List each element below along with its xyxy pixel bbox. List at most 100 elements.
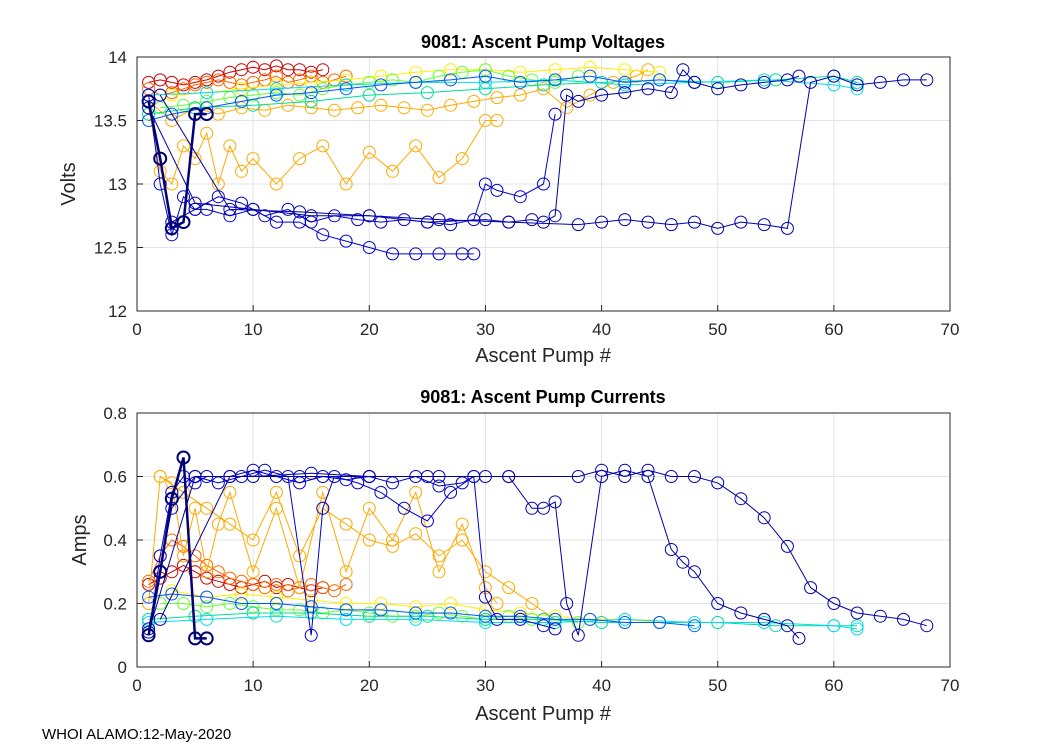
current-plot: 0 10 20 30 40 50 60 70 0 0.2 0.4 0.6 0.8 9081: Asce… [69, 387, 959, 725]
current-data-point [223, 517, 237, 531]
current-data-point [444, 606, 458, 620]
voltage-data-point [618, 86, 632, 100]
voltage-data-point [432, 171, 446, 185]
current-data-point [142, 574, 156, 588]
current-series-line [159, 469, 927, 627]
voltage-data-point [199, 107, 214, 122]
voltage-data-point [490, 91, 504, 105]
voltage-series-profile-9 [142, 69, 701, 127]
current-data-point [757, 612, 771, 626]
current-data-point [165, 584, 179, 598]
voltage-data-point [235, 196, 248, 210]
current-data-point [595, 463, 609, 477]
voltage-data-point [409, 65, 423, 79]
voltage-data-point [269, 59, 283, 73]
voltage-data-point [153, 88, 167, 102]
voltage-data-point [304, 75, 318, 89]
voltage-data-point [444, 98, 458, 112]
current-series-line [148, 475, 498, 604]
voltage-data-point [571, 94, 585, 108]
current-data-point [688, 616, 701, 629]
current-x-tick-label: 10 [244, 676, 263, 695]
voltage-data-point [502, 69, 516, 83]
voltage-data-point [258, 209, 272, 223]
voltage-y-tick-label: 12.5 [94, 239, 127, 258]
current-series-group [141, 450, 934, 646]
current-data-point [420, 609, 434, 623]
voltage-data-point [478, 213, 492, 227]
current-data-point [897, 612, 910, 626]
current-data-point [432, 470, 446, 483]
voltage-data-point [571, 218, 585, 232]
current-data-point [583, 612, 597, 626]
voltage-y-tick-label: 12 [108, 302, 127, 321]
voltage-data-point [362, 145, 376, 159]
current-data-point [432, 549, 446, 563]
voltage-data-point [641, 82, 655, 96]
current-data-point [293, 470, 307, 483]
voltage-x-tick-label: 50 [708, 320, 727, 339]
voltage-x-tick-label: 60 [824, 320, 843, 339]
current-data-point [571, 470, 585, 483]
current-data-point [153, 612, 167, 626]
voltage-data-point [560, 101, 574, 115]
voltage-data-point [141, 94, 156, 109]
current-data-point [223, 485, 237, 499]
current-data-point [327, 584, 341, 598]
current-data-point [478, 565, 492, 579]
current-series-profile-4 [153, 470, 562, 626]
voltage-data-point [409, 139, 423, 153]
voltage-y-tick-label: 13 [108, 175, 127, 194]
current-data-point [850, 619, 864, 633]
voltage-data-point [246, 88, 260, 102]
current-data-point [618, 470, 632, 483]
current-data-point [200, 565, 214, 579]
voltage-x-tick-label: 40 [592, 320, 611, 339]
current-data-point [548, 612, 562, 626]
current-data-point [362, 533, 376, 547]
current-data-point [444, 597, 458, 610]
voltage-data-point [165, 107, 179, 121]
voltage-data-point [397, 213, 411, 227]
voltage-data-point [537, 82, 550, 96]
voltage-data-point [827, 69, 841, 83]
current-series-profile-13 [153, 463, 934, 633]
current-data-point [688, 565, 701, 579]
voltage-data-point [200, 86, 214, 100]
current-x-tick-label: 30 [476, 676, 495, 695]
voltage-series-line [148, 101, 556, 226]
voltage-data-point [595, 88, 609, 102]
current-data-point [571, 628, 585, 642]
voltage-data-point [444, 73, 458, 87]
current-data-point [293, 549, 307, 563]
voltage-data-point [780, 73, 794, 87]
current-data-point [734, 606, 748, 620]
current-data-point [780, 539, 794, 553]
current-y-axis-label: Amps [69, 514, 91, 565]
current-y-tick-label: 0.6 [103, 468, 127, 487]
voltage-data-point [351, 213, 365, 227]
current-data-point [165, 476, 179, 490]
voltage-data-point [920, 73, 934, 87]
voltage-series-line [160, 69, 579, 109]
current-data-point [537, 501, 550, 515]
current-data-point [397, 501, 411, 515]
voltage-data-point [850, 82, 864, 96]
current-data-point [362, 501, 376, 515]
current-data-point [339, 603, 353, 617]
voltage-data-point [269, 88, 283, 102]
current-data-point [850, 622, 864, 636]
voltage-data-point [711, 221, 725, 235]
current-x-axis-label: Ascent Pump # [475, 703, 612, 725]
current-chart-title: 9081: Ascent Pump Currents [420, 387, 665, 407]
voltage-data-point [537, 78, 550, 92]
voltage-data-point [757, 218, 771, 232]
voltage-data-point [618, 63, 632, 77]
voltage-data-point [269, 177, 283, 191]
voltage-data-point [374, 69, 388, 83]
voltage-data-point [164, 221, 179, 236]
current-data-point [293, 581, 307, 595]
current-x-tick-label: 40 [592, 676, 611, 695]
current-data-point [142, 578, 156, 591]
voltage-data-point [676, 63, 690, 77]
